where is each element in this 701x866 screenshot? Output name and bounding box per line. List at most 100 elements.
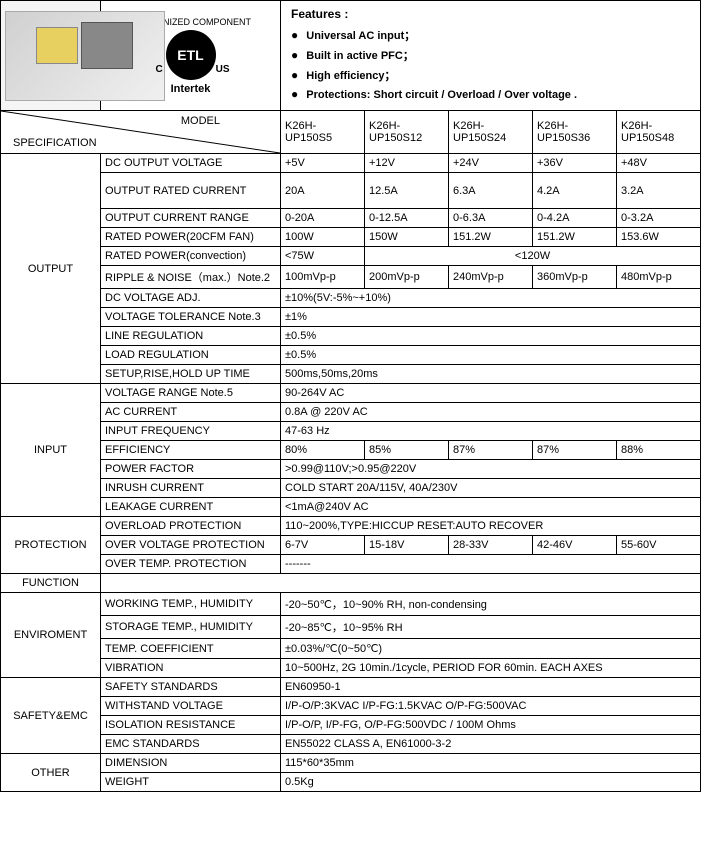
table-row: POWER FACTOR>0.99@110V;>0.95@220V <box>1 460 701 479</box>
param-cell: VOLTAGE RANGE Note.5 <box>101 384 281 403</box>
param-cell: VIBRATION <box>101 659 281 678</box>
param-cell: LEAKAGE CURRENT <box>101 498 281 517</box>
value-cell: 47-63 Hz <box>281 422 701 441</box>
value-cell: COLD START 20A/115V, 40A/230V <box>281 479 701 498</box>
model-spec-cell: MODEL SPECIFICATION <box>1 111 281 154</box>
param-cell: SETUP,RISE,HOLD UP TIME <box>101 365 281 384</box>
category-cell: SAFETY&EMC <box>1 678 101 754</box>
param-cell: OVER VOLTAGE PROTECTION <box>101 536 281 555</box>
value-cell: +5V <box>281 154 365 173</box>
category-cell: OUTPUT <box>1 154 101 384</box>
header-row: RECOGNIZED COMPONENT ETL Intertek Featur… <box>1 1 701 111</box>
table-row: DC VOLTAGE ADJ.±10%(5V:-5%~+10%) <box>1 289 701 308</box>
value-cell: 500ms,50ms,20ms <box>281 365 701 384</box>
value-cell: ±1% <box>281 308 701 327</box>
value-cell: 3.2A <box>617 173 701 209</box>
param-cell: DC OUTPUT VOLTAGE <box>101 154 281 173</box>
feature-item: Universal AC input； <box>291 25 690 45</box>
feature-item: High efficiency； <box>291 65 690 85</box>
value-cell: +36V <box>533 154 617 173</box>
model-col: K26H-UP150S36 <box>533 111 617 154</box>
table-row: LOAD REGULATION±0.5% <box>1 346 701 365</box>
value-cell: 85% <box>365 441 449 460</box>
table-row: STORAGE TEMP., HUMIDITY-20~85℃，10~95% RH <box>1 616 701 639</box>
etl-logo-icon: ETL <box>166 30 216 80</box>
value-cell: 15-18V <box>365 536 449 555</box>
value-cell: 151.2W <box>533 228 617 247</box>
param-cell: OVER TEMP. PROTECTION <box>101 555 281 574</box>
value-cell: ±0.5% <box>281 327 701 346</box>
value-cell: 80% <box>281 441 365 460</box>
param-cell: INPUT FREQUENCY <box>101 422 281 441</box>
table-row: FUNCTION <box>1 574 701 593</box>
value-cell: 42-46V <box>533 536 617 555</box>
value-cell: 20A <box>281 173 365 209</box>
table-row: INPUTVOLTAGE RANGE Note.590-264V AC <box>1 384 701 403</box>
table-row: OVER VOLTAGE PROTECTION6-7V15-18V28-33V4… <box>1 536 701 555</box>
value-cell: 6-7V <box>281 536 365 555</box>
param-cell: WITHSTAND VOLTAGE <box>101 697 281 716</box>
datasheet-table: RECOGNIZED COMPONENT ETL Intertek Featur… <box>0 0 701 792</box>
value-cell: 6.3A <box>449 173 533 209</box>
product-image <box>5 11 165 101</box>
category-cell: ENVIROMENT <box>1 593 101 678</box>
value-cell: +12V <box>365 154 449 173</box>
table-row: SETUP,RISE,HOLD UP TIME500ms,50ms,20ms <box>1 365 701 384</box>
param-cell: WORKING TEMP., HUMIDITY <box>101 593 281 616</box>
table-row: RATED POWER(20CFM FAN)100W150W151.2W151.… <box>1 228 701 247</box>
param-cell: INRUSH CURRENT <box>101 479 281 498</box>
value-cell: ±0.5% <box>281 346 701 365</box>
table-row: OVER TEMP. PROTECTION------- <box>1 555 701 574</box>
value-cell: 28-33V <box>449 536 533 555</box>
table-row: WITHSTAND VOLTAGEI/P-O/P:3KVAC I/P-FG:1.… <box>1 697 701 716</box>
value-cell: 0-12.5A <box>365 209 449 228</box>
table-row: VIBRATION10~500Hz, 2G 10min./1cycle, PER… <box>1 659 701 678</box>
param-cell: AC CURRENT <box>101 403 281 422</box>
features-cell: Features : Universal AC input； Built in … <box>281 1 701 111</box>
value-cell: 100W <box>281 228 365 247</box>
feature-item: Built in active PFC； <box>291 45 690 65</box>
param-cell: ISOLATION RESISTANCE <box>101 716 281 735</box>
param-cell: WEIGHT <box>101 773 281 792</box>
value-cell: 360mVp-p <box>533 266 617 289</box>
table-row: EFFICIENCY80%85%87%87%88% <box>1 441 701 460</box>
param-cell: OUTPUT RATED CURRENT <box>101 173 281 209</box>
model-col: K26H-UP150S5 <box>281 111 365 154</box>
value-cell: EN60950-1 <box>281 678 701 697</box>
value-cell: 4.2A <box>533 173 617 209</box>
param-cell: EFFICIENCY <box>101 441 281 460</box>
model-label: MODEL <box>1 111 280 127</box>
table-row: INRUSH CURRENTCOLD START 20A/115V, 40A/2… <box>1 479 701 498</box>
model-col: K26H-UP150S48 <box>617 111 701 154</box>
features-list: Universal AC input； Built in active PFC；… <box>291 25 690 103</box>
table-row: ENVIROMENTWORKING TEMP., HUMIDITY-20~50℃… <box>1 593 701 616</box>
value-cell: >0.99@110V;>0.95@220V <box>281 460 701 479</box>
value-cell: 88% <box>617 441 701 460</box>
param-cell: VOLTAGE TOLERANCE Note.3 <box>101 308 281 327</box>
value-cell: <1mA@240V AC <box>281 498 701 517</box>
value-cell: 0.5Kg <box>281 773 701 792</box>
value-cell: 0.8A @ 220V AC <box>281 403 701 422</box>
table-row: LEAKAGE CURRENT<1mA@240V AC <box>1 498 701 517</box>
param-cell: DC VOLTAGE ADJ. <box>101 289 281 308</box>
value-cell: I/P-O/P, I/P-FG, O/P-FG:500VDC / 100M Oh… <box>281 716 701 735</box>
value-cell: ±10%(5V:-5%~+10%) <box>281 289 701 308</box>
table-row: LINE REGULATION±0.5% <box>1 327 701 346</box>
value-cell: 0-6.3A <box>449 209 533 228</box>
value-cell: 0-20A <box>281 209 365 228</box>
param-cell: TEMP. COEFFICIENT <box>101 639 281 659</box>
param-cell: OVERLOAD PROTECTION <box>101 517 281 536</box>
param-cell: STORAGE TEMP., HUMIDITY <box>101 616 281 639</box>
category-cell: INPUT <box>1 384 101 517</box>
table-row: OTHERDIMENSION115*60*35mm <box>1 754 701 773</box>
model-col: K26H-UP150S24 <box>449 111 533 154</box>
param-cell: LOAD REGULATION <box>101 346 281 365</box>
value-cell: -20~50℃，10~90% RH, non-condensing <box>281 593 701 616</box>
value-cell: 200mVp-p <box>365 266 449 289</box>
model-col: K26H-UP150S12 <box>365 111 449 154</box>
value-cell: +24V <box>449 154 533 173</box>
param-cell: RATED POWER(convection) <box>101 247 281 266</box>
value-cell: 115*60*35mm <box>281 754 701 773</box>
spec-label: SPECIFICATION <box>1 127 280 153</box>
table-row: TEMP. COEFFICIENT±0.03%/℃(0~50℃) <box>1 639 701 659</box>
